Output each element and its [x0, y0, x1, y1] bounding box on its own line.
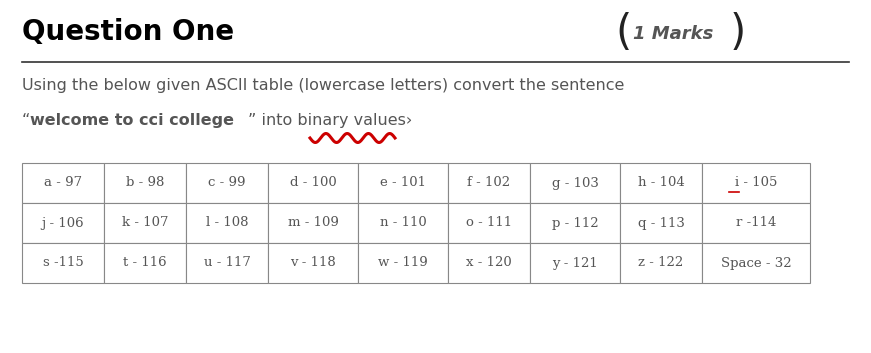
Text: j - 106: j - 106	[42, 216, 84, 229]
Text: k - 107: k - 107	[122, 216, 168, 229]
Bar	[358, 243, 448, 283]
Bar	[104, 243, 186, 283]
Text: s -115: s -115	[43, 257, 84, 269]
Text: i - 105: i - 105	[735, 176, 777, 190]
Text: t - 116: t - 116	[123, 257, 167, 269]
Text: 1 Marks: 1 Marks	[633, 25, 713, 43]
Bar	[702, 163, 810, 203]
Bar	[702, 203, 810, 243]
Bar	[186, 163, 268, 203]
Text: h - 104: h - 104	[638, 176, 685, 190]
Bar	[448, 163, 530, 203]
Text: w - 119: w - 119	[378, 257, 428, 269]
Text: (: (	[615, 12, 631, 54]
Text: a - 97: a - 97	[44, 176, 82, 190]
Text: z - 122: z - 122	[638, 257, 684, 269]
Text: e - 101: e - 101	[380, 176, 426, 190]
Bar	[22, 163, 104, 203]
Bar	[358, 203, 448, 243]
Bar	[186, 243, 268, 283]
Text: r -114: r -114	[736, 216, 776, 229]
Text: Question One: Question One	[22, 18, 234, 46]
Text: u - 117: u - 117	[204, 257, 251, 269]
Text: v - 118: v - 118	[290, 257, 336, 269]
Bar	[22, 203, 104, 243]
Bar	[530, 163, 620, 203]
Text: welcome to cci college: welcome to cci college	[30, 113, 234, 128]
Text: n - 110: n - 110	[380, 216, 427, 229]
Bar	[104, 203, 186, 243]
Text: d - 100: d - 100	[290, 176, 336, 190]
Text: q - 113: q - 113	[638, 216, 685, 229]
Bar	[268, 163, 358, 203]
Text: ” into binary values›: ” into binary values›	[248, 113, 412, 128]
Text: l - 108: l - 108	[206, 216, 248, 229]
Text: “: “	[22, 113, 30, 128]
Bar	[186, 203, 268, 243]
Text: p - 112: p - 112	[551, 216, 598, 229]
Bar	[22, 243, 104, 283]
Bar	[530, 203, 620, 243]
Text: g - 103: g - 103	[551, 176, 598, 190]
Text: x - 120: x - 120	[466, 257, 512, 269]
Bar	[620, 163, 702, 203]
Bar	[620, 243, 702, 283]
Text: m - 109: m - 109	[287, 216, 339, 229]
Bar	[268, 203, 358, 243]
Text: ): )	[730, 12, 746, 54]
Bar	[448, 243, 530, 283]
Bar	[702, 243, 810, 283]
Text: y - 121: y - 121	[552, 257, 598, 269]
Bar	[620, 203, 702, 243]
Bar	[448, 203, 530, 243]
Bar	[104, 163, 186, 203]
Text: o - 111: o - 111	[466, 216, 512, 229]
Text: Space - 32: Space - 32	[720, 257, 792, 269]
Text: c - 99: c - 99	[208, 176, 246, 190]
Bar	[268, 243, 358, 283]
Text: f - 102: f - 102	[468, 176, 510, 190]
Text: Using the below given ASCII table (lowercase letters) convert the sentence: Using the below given ASCII table (lower…	[22, 78, 625, 93]
Text: b - 98: b - 98	[125, 176, 165, 190]
Bar	[530, 243, 620, 283]
Bar	[358, 163, 448, 203]
